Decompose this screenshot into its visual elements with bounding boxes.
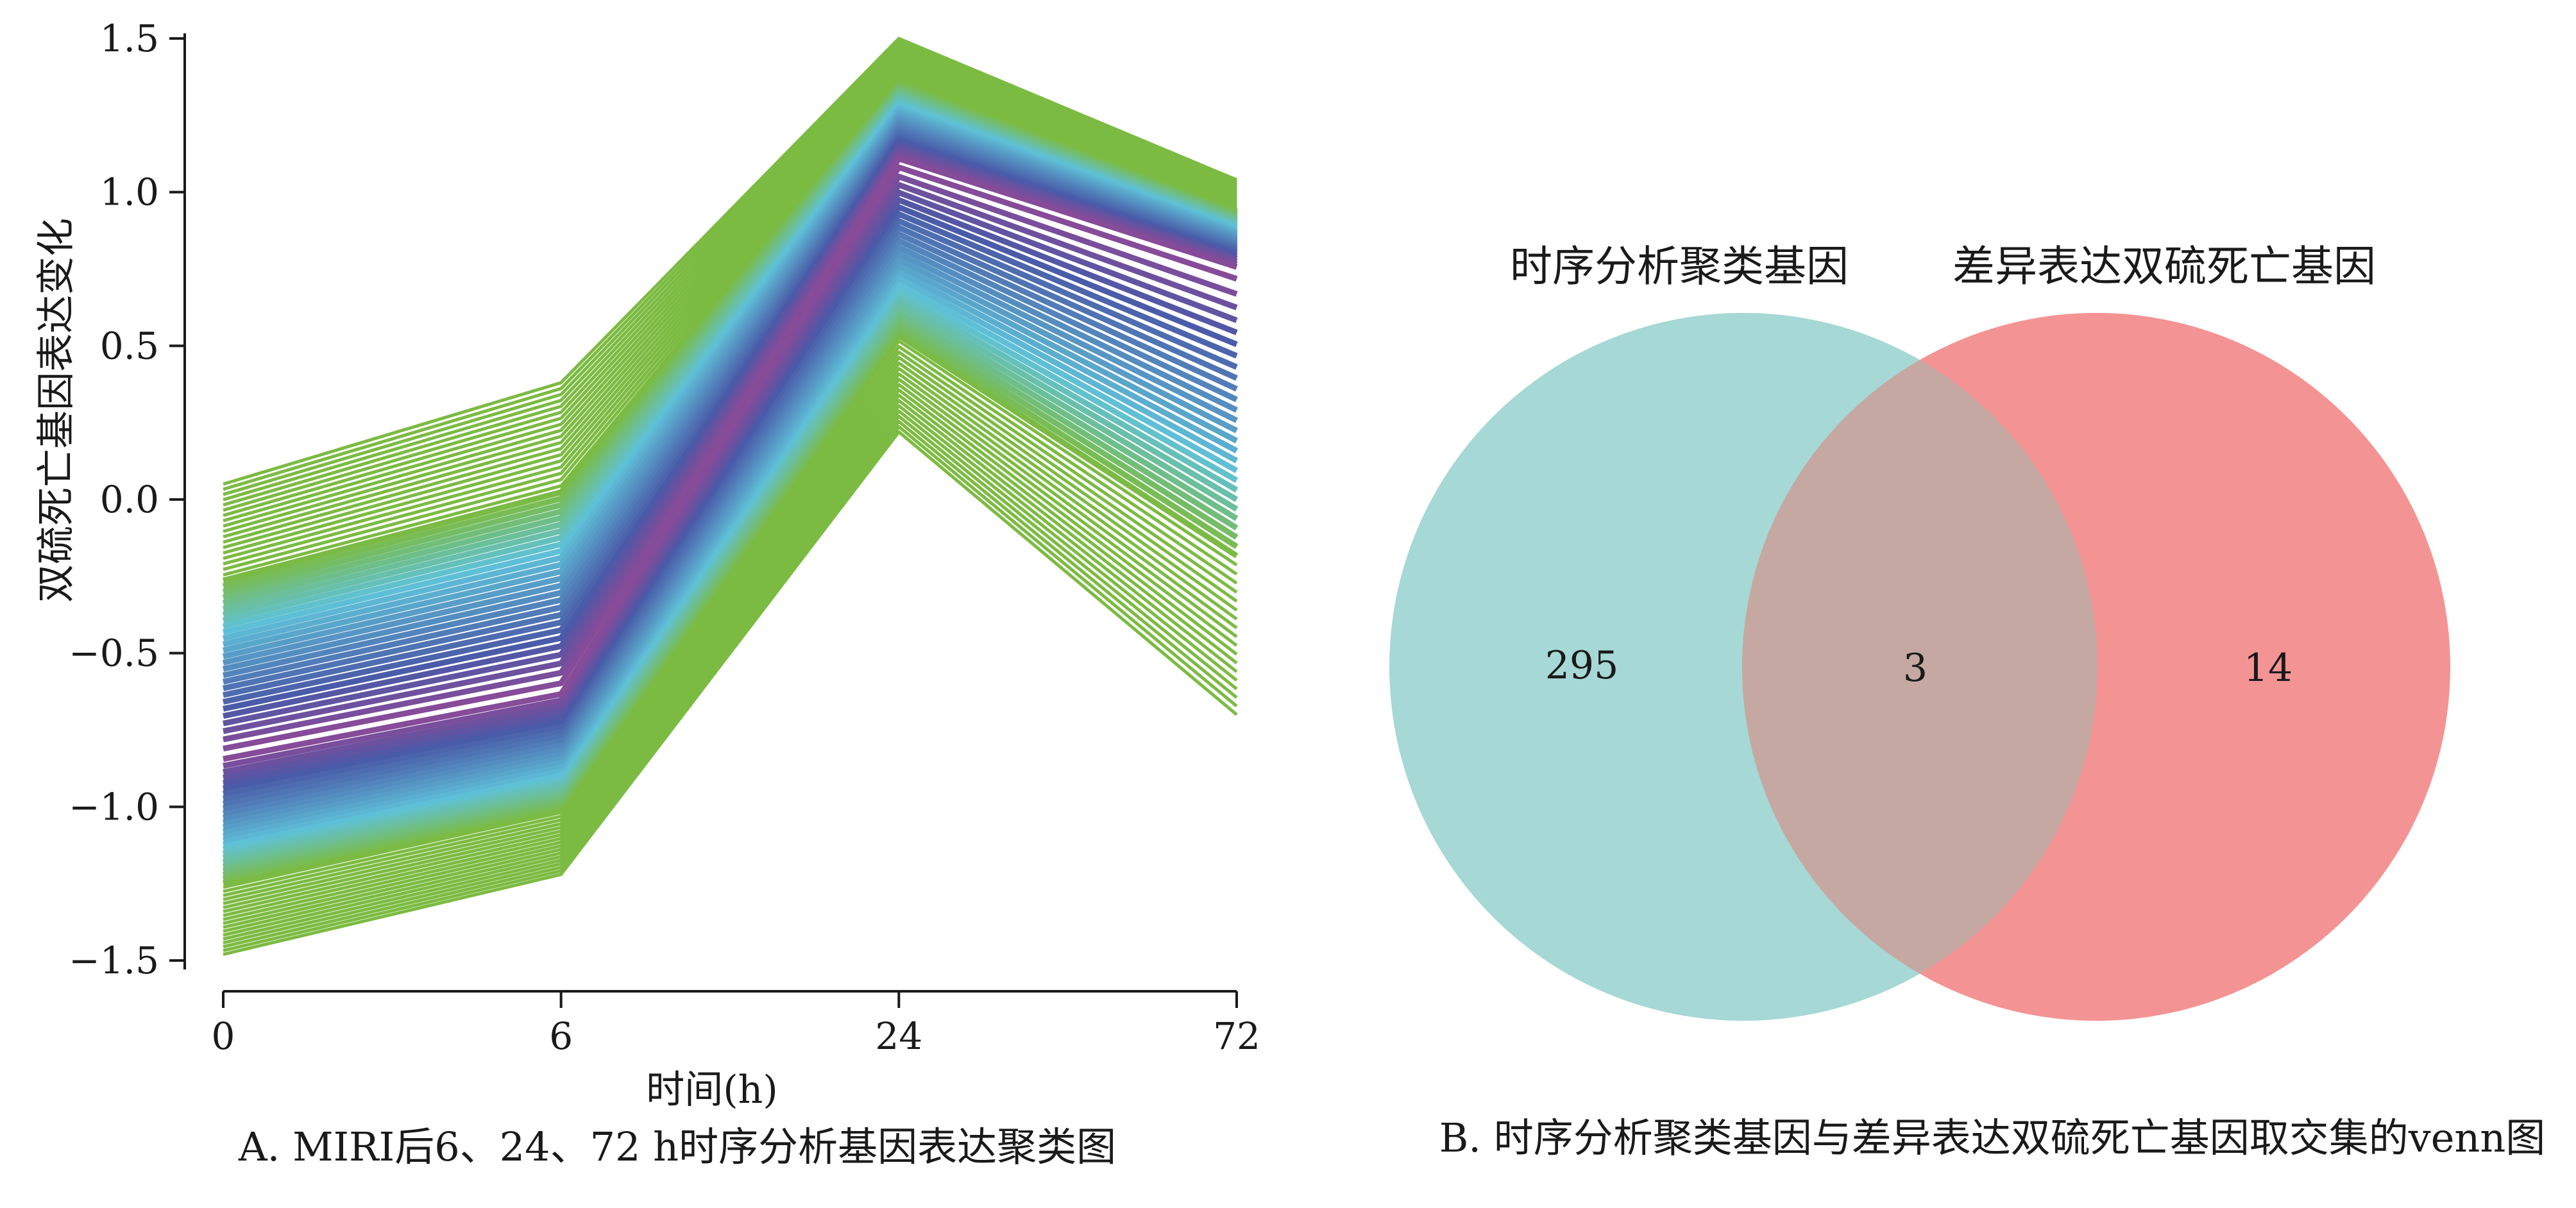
gene-profile-line [223, 383, 1238, 921]
gene-profile-line [223, 39, 1237, 491]
y-tick-label: 0.5 [100, 324, 159, 367]
x-tick-label: 6 [549, 1014, 573, 1058]
gene-profile-line [223, 218, 1238, 801]
gene-profile-line [223, 58, 1237, 533]
y-ticks: 1.5 1.0 0.5 0.0 −0.5 −1.0 −1.5 [69, 17, 185, 982]
caption-a: A. MIRI后6、24、72 h时序分析基因表达聚类图 [238, 1123, 1116, 1170]
gene-profile-line [223, 189, 1238, 781]
caption-b: B. 时序分析聚类基因与差异表达双硫死亡基因取交集的venn图 [1439, 1114, 2546, 1161]
gene-profile-line [223, 65, 1237, 549]
gene-profile-line [223, 75, 1237, 571]
venn-left-count: 295 [1545, 643, 1619, 688]
gene-profile-line [223, 144, 1238, 726]
gene-profile-line [223, 367, 1238, 909]
venn-intersection [1742, 313, 2097, 1021]
venn-right-count: 14 [2244, 646, 2292, 691]
y-tick-label: 1.0 [100, 171, 159, 214]
x-tick-label: 24 [875, 1014, 922, 1058]
gene-profile-line [223, 173, 1238, 769]
gene-profile-line [223, 399, 1238, 933]
gene-profile-line [223, 197, 1238, 786]
gene-profile-line [223, 409, 1238, 941]
gene-profile-line [223, 350, 1238, 897]
gene-profile-line [223, 56, 1237, 528]
gene-profile-line [223, 63, 1237, 544]
gene-profile-line [223, 388, 1238, 925]
y-tick-label: −1.5 [69, 939, 159, 982]
gene-profile-line [223, 361, 1238, 905]
gene-profile-line [223, 414, 1238, 944]
gene-profile-line [223, 404, 1238, 937]
panel-a: 1.5 1.0 0.5 0.0 −0.5 −1.0 −1.5 0 6 24 72 双硫死亡基因表达… [34, 17, 1260, 1170]
venn-intersection-count: 3 [1903, 646, 1928, 691]
gene-profile-line [223, 250, 1238, 826]
gene-profile-line [223, 71, 1237, 560]
gene-profile-line [223, 147, 1238, 734]
gene-profile-line [223, 164, 1238, 762]
gene-profile-line [223, 181, 1238, 775]
x-axis-title: 时间(h) [646, 1068, 777, 1112]
gene-profile-line [223, 37, 1237, 486]
y-axis-title: 双硫死亡基因表达变化 [34, 218, 79, 603]
profile-lines [222, 37, 1239, 956]
panel-b: 时序分析聚类基因 差异表达双硫死亡基因 295 3 14 B. 时序分析聚类基因… [1389, 242, 2545, 1161]
gene-profile-line [223, 51, 1237, 517]
venn-set-left-label: 时序分析聚类基因 [1510, 242, 1849, 291]
venn-set-right-label: 差异表达双硫死亡基因 [1953, 242, 2376, 291]
x-tick-label: 72 [1213, 1014, 1260, 1058]
gene-profile-line [223, 44, 1237, 501]
y-tick-label: 0.0 [100, 478, 159, 521]
gene-profile-line [223, 345, 1238, 893]
gene-profile-line [223, 204, 1238, 791]
gene-profile-line [223, 60, 1237, 539]
gene-profile-line [223, 419, 1238, 948]
gene-profile-line [223, 430, 1238, 956]
gene-profile-line [223, 256, 1239, 830]
x-ticks: 0 6 24 72 [212, 991, 1260, 1058]
gene-profile-line [223, 372, 1238, 914]
gene-profile-line [223, 53, 1237, 523]
gene-profile-line [223, 356, 1238, 902]
y-tick-label: −1.0 [69, 785, 159, 828]
gene-profile-line [223, 48, 1237, 512]
gene-profile-line [223, 68, 1237, 555]
y-tick-label: −0.5 [69, 632, 159, 675]
gene-profile-line [223, 73, 1237, 566]
gene-profile-line [223, 224, 1238, 807]
gene-profile-line [223, 244, 1238, 821]
gene-profile-line [223, 231, 1238, 812]
gene-profile-line [223, 377, 1238, 918]
gene-profile-line [223, 211, 1238, 796]
x-tick-label: 0 [212, 1014, 235, 1058]
gene-profile-line [223, 424, 1238, 952]
gene-profile-line [223, 262, 1239, 835]
y-tick-label: 1.5 [100, 17, 159, 60]
gene-profile-line [223, 46, 1237, 507]
gene-profile-line [223, 237, 1238, 816]
gene-profile-line [223, 156, 1238, 751]
gene-profile-line [223, 393, 1238, 929]
gene-profile-line [223, 151, 1238, 742]
gene-profile-line [223, 41, 1237, 496]
